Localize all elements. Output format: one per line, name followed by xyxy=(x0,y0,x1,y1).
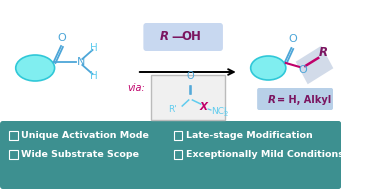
Text: O: O xyxy=(187,71,194,81)
FancyBboxPatch shape xyxy=(144,23,223,51)
Text: N: N xyxy=(77,57,85,67)
Text: Late-stage Modification: Late-stage Modification xyxy=(186,131,313,140)
FancyBboxPatch shape xyxy=(0,121,341,189)
Ellipse shape xyxy=(16,55,55,81)
Text: X: X xyxy=(200,102,207,112)
FancyBboxPatch shape xyxy=(151,75,225,120)
Text: O: O xyxy=(288,34,297,44)
Text: = H, Alkyl: = H, Alkyl xyxy=(277,95,331,105)
Text: R: R xyxy=(267,95,275,105)
Text: NCl: NCl xyxy=(211,106,227,115)
Text: OH: OH xyxy=(182,30,201,43)
Text: —: — xyxy=(172,30,184,43)
Text: H: H xyxy=(90,71,98,81)
Text: Exceptionally Mild Conditions: Exceptionally Mild Conditions xyxy=(186,150,344,159)
Text: Unique Activation Mode: Unique Activation Mode xyxy=(21,131,149,140)
Text: via:: via: xyxy=(128,83,145,93)
Text: R': R' xyxy=(168,105,177,115)
Ellipse shape xyxy=(251,56,286,80)
FancyBboxPatch shape xyxy=(174,150,182,159)
FancyBboxPatch shape xyxy=(9,150,18,159)
FancyBboxPatch shape xyxy=(0,0,344,189)
Text: H: H xyxy=(90,43,98,53)
FancyBboxPatch shape xyxy=(174,131,182,140)
Text: R: R xyxy=(318,46,327,60)
Text: O: O xyxy=(58,33,66,43)
FancyBboxPatch shape xyxy=(9,131,18,140)
FancyBboxPatch shape xyxy=(257,88,333,110)
Text: R: R xyxy=(160,30,169,43)
Polygon shape xyxy=(296,46,333,84)
Text: 2: 2 xyxy=(224,111,228,117)
Text: O: O xyxy=(298,65,307,75)
Text: Wide Substrate Scope: Wide Substrate Scope xyxy=(21,150,139,159)
